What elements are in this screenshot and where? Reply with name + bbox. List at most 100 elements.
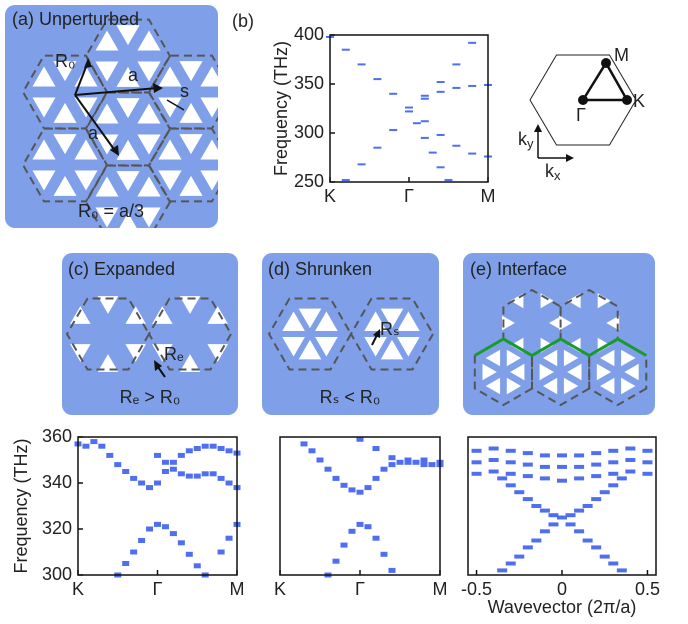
point [194, 446, 201, 451]
point [540, 529, 550, 533]
point [405, 107, 413, 109]
y-tick-label: 400 [294, 24, 324, 44]
point [583, 504, 593, 508]
point [373, 446, 380, 451]
panel-label: (c) Expanded [68, 259, 175, 279]
point [617, 476, 627, 480]
point [226, 448, 233, 453]
sub: y [527, 136, 534, 151]
panel-label: (a) Unperturbed [12, 9, 139, 29]
x-tick-label: K [274, 579, 286, 599]
y-tick-label: 320 [42, 518, 72, 538]
point [452, 87, 460, 89]
point [218, 550, 225, 555]
point [497, 568, 507, 572]
point [178, 540, 185, 545]
arrowhead [566, 154, 574, 162]
point [146, 527, 153, 532]
x-tick-label: Γ [404, 186, 414, 206]
point [162, 460, 169, 465]
point [437, 91, 445, 93]
y-tick-label: 350 [294, 73, 324, 93]
point [557, 453, 567, 457]
point [170, 531, 177, 536]
point [397, 460, 404, 465]
r-label: Rₑ [164, 344, 184, 364]
k-label: K [633, 91, 645, 111]
point [489, 458, 499, 462]
point [138, 481, 145, 486]
y-axis-label: Frequency (THz) [271, 41, 291, 176]
point [523, 463, 533, 467]
x-tick-label: Γ [355, 579, 365, 599]
x-tick-label: 0 [557, 579, 567, 599]
point [452, 63, 460, 65]
y-tick-label: 250 [294, 171, 324, 191]
point [506, 483, 516, 487]
point [413, 460, 420, 465]
point [514, 555, 524, 559]
point [90, 439, 97, 444]
point [540, 476, 550, 480]
point [540, 509, 550, 513]
point [591, 474, 601, 478]
point [608, 460, 618, 464]
point [574, 509, 584, 513]
point [154, 522, 161, 527]
point [114, 462, 121, 467]
point [194, 474, 201, 479]
point [178, 471, 185, 476]
point [472, 472, 482, 476]
brillouin-zone: Γ M K ky kx [518, 45, 645, 184]
point [309, 448, 316, 453]
point [202, 444, 209, 449]
caption: Rₛ < R₀ [320, 387, 381, 407]
point [489, 447, 499, 451]
point [122, 561, 129, 566]
point [514, 490, 524, 494]
point [106, 453, 113, 458]
m-label: M [614, 45, 629, 65]
point [333, 559, 340, 564]
point [373, 536, 380, 541]
point [373, 476, 380, 481]
point [578, 95, 588, 105]
point [218, 476, 225, 481]
point [506, 472, 516, 476]
point [357, 522, 364, 527]
x-tick-label: 0.5 [635, 579, 660, 599]
point [421, 458, 428, 463]
point [574, 453, 584, 457]
point [301, 441, 308, 446]
point [421, 98, 429, 100]
plot-frame [468, 437, 656, 575]
point [226, 481, 233, 486]
point [437, 81, 445, 83]
panel-label: (d) Shrunken [268, 259, 372, 279]
point [506, 460, 516, 464]
point [365, 524, 372, 529]
page: (a) Unperturbed R₀ a a s R₀ = a/3 (c) Ex… [0, 0, 688, 624]
point [389, 462, 396, 467]
point [557, 479, 567, 483]
kx-label: kx [545, 161, 561, 184]
point [591, 545, 601, 549]
point [405, 110, 413, 112]
figure: (a) Unperturbed R₀ a a s R₀ = a/3 (c) Ex… [0, 0, 688, 624]
point [548, 513, 558, 517]
point [452, 145, 460, 147]
point [162, 524, 169, 529]
point [437, 166, 445, 168]
point [548, 522, 558, 526]
point [574, 465, 584, 469]
point [178, 453, 185, 458]
point [186, 448, 193, 453]
point [574, 529, 584, 533]
point [342, 179, 350, 181]
ky-label: ky [518, 129, 534, 152]
point [130, 550, 137, 555]
point [357, 490, 364, 495]
x-tick-label: K [324, 186, 336, 206]
y-tick-label: 360 [42, 426, 72, 446]
point [523, 545, 533, 549]
